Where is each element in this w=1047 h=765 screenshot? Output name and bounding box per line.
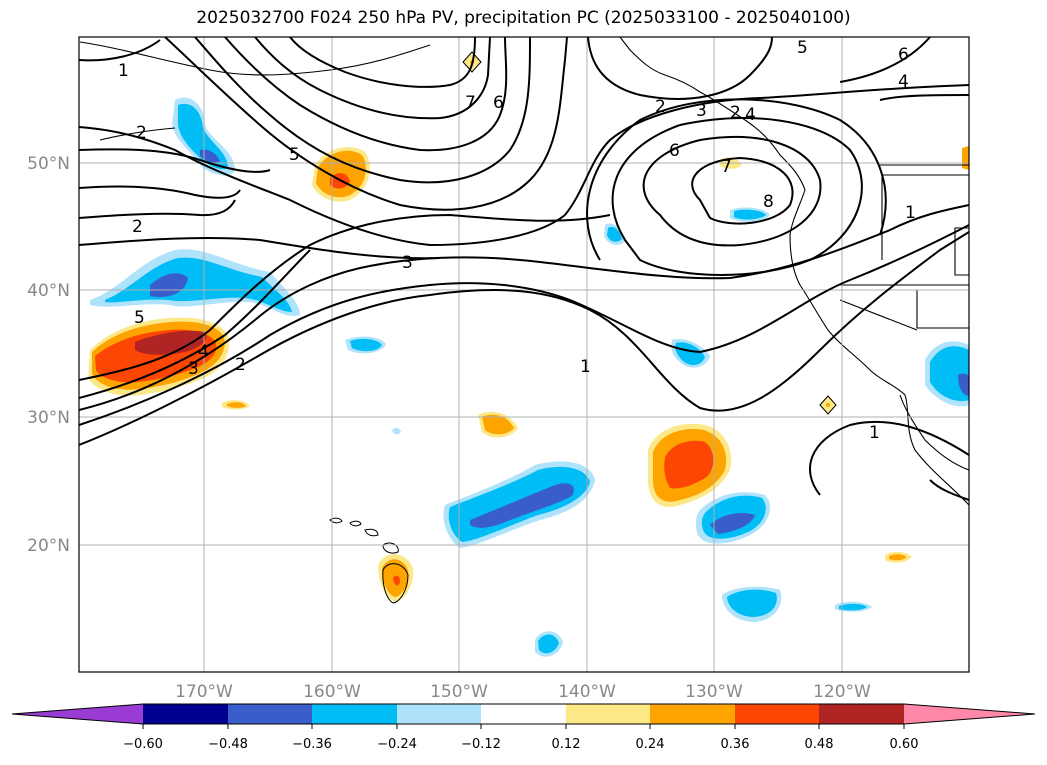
svg-text:4: 4 xyxy=(745,105,756,125)
colorbar-bin xyxy=(312,704,397,724)
svg-text:130°W: 130°W xyxy=(685,682,743,702)
svg-text:0.12: 0.12 xyxy=(552,737,581,752)
colorbar-extend-low xyxy=(12,704,143,724)
colorbar-extend-high xyxy=(904,704,1035,724)
colorbar: −0.60 −0.48 −0.36 −0.24 −0.12 0.12 0.24 … xyxy=(11,703,1036,752)
svg-text:20°N: 20°N xyxy=(27,536,70,556)
svg-text:7: 7 xyxy=(721,157,732,177)
plot-frame xyxy=(78,36,970,673)
svg-text:120°W: 120°W xyxy=(813,682,871,702)
svg-text:50°N: 50°N xyxy=(27,154,70,174)
colorbar-bin xyxy=(228,704,312,724)
svg-text:−0.36: −0.36 xyxy=(292,737,332,752)
svg-text:3: 3 xyxy=(402,253,413,273)
svg-text:30°N: 30°N xyxy=(27,408,70,428)
hawaiian-islands xyxy=(329,517,409,604)
svg-text:40°N: 40°N xyxy=(27,281,70,301)
colorbar-bin xyxy=(481,704,566,724)
svg-text:2: 2 xyxy=(235,355,246,375)
map-title: 2025032700 F024 250 hPa PV, precipitatio… xyxy=(196,8,851,28)
svg-text:0.60: 0.60 xyxy=(890,737,919,752)
latitude-labels: 50°N 40°N 30°N 20°N xyxy=(27,154,70,556)
colorbar-tick-labels: −0.60 −0.48 −0.36 −0.24 −0.12 0.12 0.24 … xyxy=(123,737,918,752)
svg-text:1: 1 xyxy=(869,423,880,443)
svg-text:0.48: 0.48 xyxy=(805,737,834,752)
svg-text:2: 2 xyxy=(136,123,147,143)
svg-text:−0.60: −0.60 xyxy=(123,737,163,752)
svg-text:170°W: 170°W xyxy=(175,682,233,702)
svg-text:1: 1 xyxy=(905,203,916,223)
svg-text:6: 6 xyxy=(898,45,909,65)
pv-contours xyxy=(79,37,969,501)
svg-text:8: 8 xyxy=(763,192,774,212)
colorbar-bin xyxy=(566,704,650,724)
svg-text:3: 3 xyxy=(696,101,707,121)
svg-text:0.36: 0.36 xyxy=(721,737,750,752)
gridlines xyxy=(79,37,969,672)
colorbar-bin xyxy=(735,704,819,724)
colorbar-ticks xyxy=(142,724,905,729)
svg-text:−0.24: −0.24 xyxy=(377,737,417,752)
svg-text:2: 2 xyxy=(730,103,741,123)
svg-text:5: 5 xyxy=(289,145,300,165)
coastlines xyxy=(79,37,969,506)
colorbar-bin xyxy=(650,704,735,724)
svg-text:7: 7 xyxy=(465,93,476,113)
contour-labels: 1 2 2 5 2 3 5 4 3 2 1 7 6 2 3 4 6 7 8 5 … xyxy=(118,38,916,443)
negative-anomaly-area xyxy=(90,97,969,657)
svg-text:6: 6 xyxy=(493,93,504,113)
colorbar-bin xyxy=(819,704,904,724)
precip-shading xyxy=(88,51,969,657)
svg-text:160°W: 160°W xyxy=(303,682,361,702)
svg-text:2: 2 xyxy=(655,97,666,117)
longitude-labels: 170°W 160°W 150°W 140°W 130°W 120°W xyxy=(175,682,871,702)
svg-text:1: 1 xyxy=(580,357,591,377)
svg-text:0.24: 0.24 xyxy=(636,737,665,752)
svg-text:−0.12: −0.12 xyxy=(461,737,501,752)
svg-text:−0.48: −0.48 xyxy=(208,737,248,752)
svg-text:5: 5 xyxy=(134,308,145,328)
svg-text:2: 2 xyxy=(132,217,143,237)
svg-text:150°W: 150°W xyxy=(430,682,488,702)
colorbar-bin xyxy=(397,704,481,724)
svg-text:3: 3 xyxy=(188,359,199,379)
svg-text:4: 4 xyxy=(198,342,209,362)
colorbar-bin xyxy=(143,704,228,724)
svg-text:1: 1 xyxy=(118,61,129,81)
svg-text:6: 6 xyxy=(669,141,680,161)
svg-text:5: 5 xyxy=(797,38,808,58)
svg-text:4: 4 xyxy=(898,72,909,92)
svg-text:140°W: 140°W xyxy=(558,682,616,702)
